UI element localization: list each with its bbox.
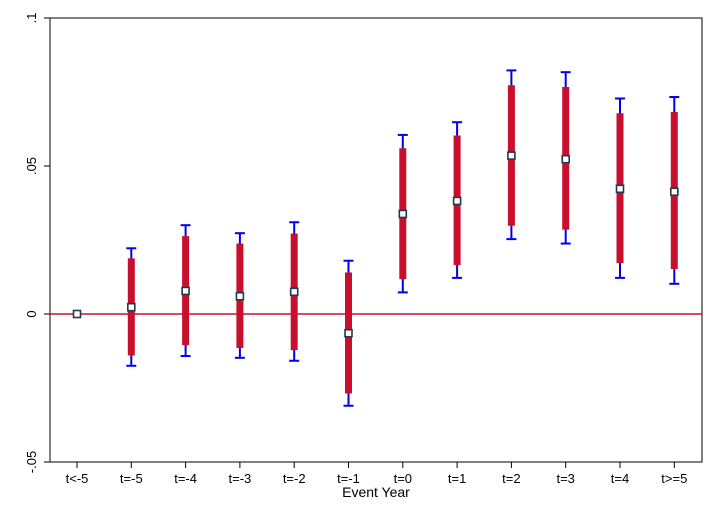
point-estimate-marker: [669, 187, 679, 197]
y-tick-label: -.05: [24, 451, 39, 473]
chart-marks: [72, 69, 680, 407]
x-tick-label: t=4: [611, 471, 629, 486]
y-tick-label: 0: [24, 310, 39, 317]
point-estimate-marker: [561, 154, 571, 164]
x-tick-label: t<-5: [66, 471, 89, 486]
estimate-group: [452, 121, 463, 279]
x-tick-label: t=-4: [174, 471, 197, 486]
plot-frame: [49, 17, 703, 463]
x-tick-label: t=2: [502, 471, 520, 486]
point-estimate-marker: [398, 209, 408, 219]
x-tick-label: t=0: [394, 471, 412, 486]
x-tick-label: t=-2: [283, 471, 306, 486]
point-estimate-marker: [72, 309, 82, 319]
y-axis: -.05 0 .05 .1: [24, 13, 50, 473]
point-estimate-marker: [507, 151, 516, 160]
estimate-group: [72, 309, 82, 319]
x-tick-label: t=1: [448, 471, 466, 486]
estimate-group: [289, 221, 300, 362]
estimate-group: [126, 247, 137, 367]
estimate-group: [560, 71, 571, 245]
x-tick-label: t>=5: [661, 471, 687, 486]
estimate-group: [397, 133, 408, 294]
x-tick-label: t=-1: [337, 471, 360, 486]
estimate-group: [180, 224, 191, 358]
point-estimate-marker: [127, 302, 136, 312]
estimate-group: [669, 96, 680, 285]
point-estimate-marker: [452, 196, 462, 206]
estimate-group: [615, 97, 625, 279]
point-estimate-marker: [615, 184, 625, 194]
x-tick-label: t=3: [556, 471, 574, 486]
y-tick-label: .05: [24, 157, 39, 175]
point-estimate-marker: [344, 328, 353, 338]
x-tick-label: t=-5: [120, 471, 143, 486]
estimate-group: [506, 69, 517, 241]
x-axis: t<-5 t=-5 t=-4 t=-3 t=-2 t=-1 t=0 t=1 t=2 t=3 t=4 t…: [66, 462, 687, 486]
x-axis-title: Event Year: [342, 484, 410, 500]
estimate-group: [343, 259, 354, 407]
point-estimate-marker: [289, 287, 299, 297]
x-tick-label: t=-3: [229, 471, 252, 486]
estimate-group: [234, 232, 245, 359]
y-tick-label: .1: [24, 13, 39, 24]
point-estimate-marker: [181, 286, 190, 296]
point-estimate-marker: [235, 291, 245, 301]
